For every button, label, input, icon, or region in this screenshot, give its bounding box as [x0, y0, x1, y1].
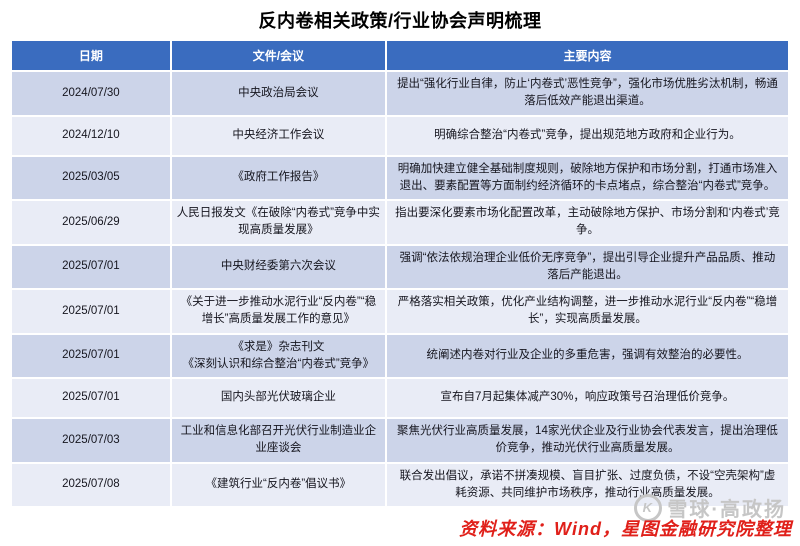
cell-date: 2025/07/01: [12, 245, 170, 288]
table-row: 2025/07/03 工业和信息化部召开光伏行业制造业企业座谈会 聚焦光伏行业高…: [12, 419, 788, 462]
table-row: 2025/03/05 《政府工作报告》 明确加快建立健全基础制度规则，破除地方保…: [12, 156, 788, 199]
column-header-date: 日期: [12, 41, 170, 70]
table-header-row: 日期 文件/会议 主要内容: [12, 41, 788, 70]
table-row: 2025/07/01 《关于进一步推动水泥行业“反内卷”“稳增长”高质量发展工作…: [12, 290, 788, 333]
cell-content: 提出“强化行业自律，防止‘内卷式’恶性竞争”，强化市场优胜劣汰机制，畅通落后低效…: [386, 72, 788, 115]
cell-content: 指出要深化要素市场化配置改革，主动破除地方保护、市场分割和‘内卷式’竞争。: [386, 201, 788, 244]
cell-date: 2025/03/05: [12, 156, 170, 199]
table-row: 2025/07/01 中央财经委第六次会议 强调“依法依规治理企业低价无序竞争”…: [12, 245, 788, 288]
table-row: 2025/07/01 国内头部光伏玻璃企业 宣布自7月起集体减产30%，响应政策…: [12, 379, 788, 417]
table-row: 2024/12/10 中央经济工作会议 明确综合整治“内卷式”竞争，提出规范地方…: [12, 116, 788, 155]
cell-doc: 《建筑行业“反内卷”倡议书》: [171, 463, 385, 506]
cell-doc: 《关于进一步推动水泥行业“反内卷”“稳增长”高质量发展工作的意见》: [171, 290, 385, 333]
column-header-content: 主要内容: [386, 41, 788, 70]
cell-date: 2025/07/08: [12, 463, 170, 506]
table-row: 2025/07/08 《建筑行业“反内卷”倡议书》 联合发出倡议，承诺不拼凑规模…: [12, 463, 788, 506]
cell-doc: 中央政治局会议: [171, 72, 385, 115]
cell-content: 明确加快建立健全基础制度规则，破除地方保护和市场分割，打通市场准入退出、要素配置…: [386, 156, 788, 199]
policy-table: 日期 文件/会议 主要内容 2024/07/30 中央政治局会议 提出“强化行业…: [10, 39, 790, 508]
column-header-doc: 文件/会议: [171, 41, 385, 70]
table-row: 2025/07/01 《求是》杂志刊文 《深刻认识和综合整治“内卷式”竞争》 统…: [12, 334, 788, 377]
cell-content: 严格落实相关政策，优化产业结构调整，进一步推动水泥行业“反内卷”“稳增长”，实现…: [386, 290, 788, 333]
cell-doc: 国内头部光伏玻璃企业: [171, 379, 385, 417]
cell-date: 2025/07/03: [12, 419, 170, 462]
source-note: 资料来源：Wind，星图金融研究院整理: [459, 519, 792, 539]
cell-content: 联合发出倡议，承诺不拼凑规模、盲目扩张、过度负债，不设“空壳架构”虚耗资源、共同…: [386, 463, 788, 506]
cell-doc: 工业和信息化部召开光伏行业制造业企业座谈会: [171, 419, 385, 462]
table-row: 2025/06/29 人民日报发文《在破除“内卷式”竞争中实现高质量发展》 指出…: [12, 201, 788, 244]
cell-date: 2024/12/10: [12, 116, 170, 155]
cell-content: 聚焦光伏行业高质量发展，14家光伏企业及行业协会代表发言，提出治理低价竞争，推动…: [386, 419, 788, 462]
cell-doc: 《求是》杂志刊文 《深刻认识和综合整治“内卷式”竞争》: [171, 334, 385, 377]
cell-content: 强调“依法依规治理企业低价无序竞争”，提出引导企业提升产品品质、推动落后产能退出…: [386, 245, 788, 288]
page-title: 反内卷相关政策/行业协会声明梳理: [258, 11, 542, 31]
cell-content: 宣布自7月起集体减产30%，响应政策号召治理低价竞争。: [386, 379, 788, 417]
cell-doc: 《政府工作报告》: [171, 156, 385, 199]
cell-content: 明确综合整治“内卷式”竞争，提出规范地方政府和企业行为。: [386, 116, 788, 155]
cell-date: 2024/07/30: [12, 72, 170, 115]
cell-doc: 中央经济工作会议: [171, 116, 385, 155]
cell-doc: 中央财经委第六次会议: [171, 245, 385, 288]
cell-doc: 人民日报发文《在破除“内卷式”竞争中实现高质量发展》: [171, 201, 385, 244]
cell-date: 2025/06/29: [12, 201, 170, 244]
cell-date: 2025/07/01: [12, 379, 170, 417]
xueqiu-logo-icon: K: [634, 493, 663, 522]
watermark-text: 雪球·高政扬: [667, 499, 786, 521]
cell-date: 2025/07/01: [12, 290, 170, 333]
cell-date: 2025/07/01: [12, 334, 170, 377]
table-row: 2024/07/30 中央政治局会议 提出“强化行业自律，防止‘内卷式’恶性竞争…: [12, 72, 788, 115]
xueqiu-watermark: K 雪球·高政扬: [634, 493, 786, 522]
cell-content: 统阐述内卷对行业及企业的多重危害，强调有效整治的必要性。: [386, 334, 788, 377]
